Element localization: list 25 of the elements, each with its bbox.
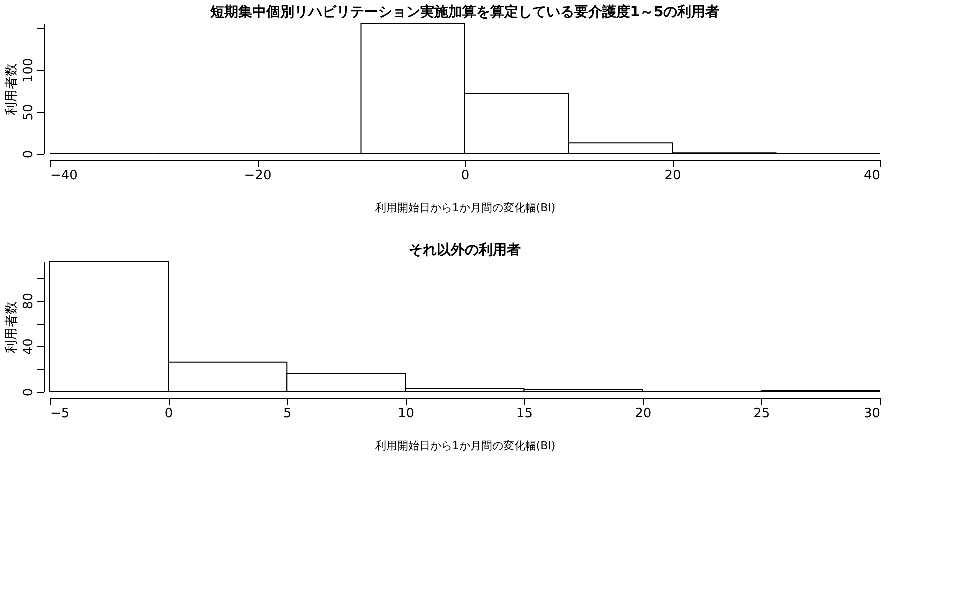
x-tick-label: 0: [164, 406, 174, 422]
y-tick-label: 50: [22, 104, 36, 121]
x-tick-label: −20: [244, 168, 272, 184]
x-tick-label: 20: [664, 168, 682, 184]
x-tick-label: −5: [50, 406, 70, 422]
x-tick-label: 15: [516, 406, 534, 422]
x-tick-label: 10: [398, 406, 414, 422]
x-axis-title: 利用開始日から1か月間の変化幅(BI): [375, 440, 556, 452]
x-tick-label: −40: [50, 168, 78, 184]
y-tick-label: 0: [22, 388, 36, 397]
y-tick-label: 100: [22, 58, 36, 84]
chart-title: 短期集中個別リハビリテーション実施加算を算定している要介護度1～5の利用者: [209, 4, 720, 20]
y-tick-label: 80: [22, 293, 36, 310]
y-tick-label: 40: [22, 338, 36, 356]
chart-title: それ以外の利用者: [409, 242, 521, 258]
x-tick-label: 30: [864, 406, 880, 422]
x-axis-title: 利用開始日から1か月間の変化幅(BI): [375, 202, 556, 214]
y-tick-label: 0: [22, 150, 36, 159]
x-tick-label: 25: [754, 406, 770, 422]
x-tick-label: 0: [461, 168, 470, 184]
x-tick-label: 5: [284, 406, 292, 422]
y-axis-title: 利用者数: [4, 64, 20, 116]
x-tick-label: 20: [635, 406, 652, 422]
x-tick-label: 40: [864, 168, 880, 184]
y-axis-title: 利用者数: [4, 302, 20, 354]
